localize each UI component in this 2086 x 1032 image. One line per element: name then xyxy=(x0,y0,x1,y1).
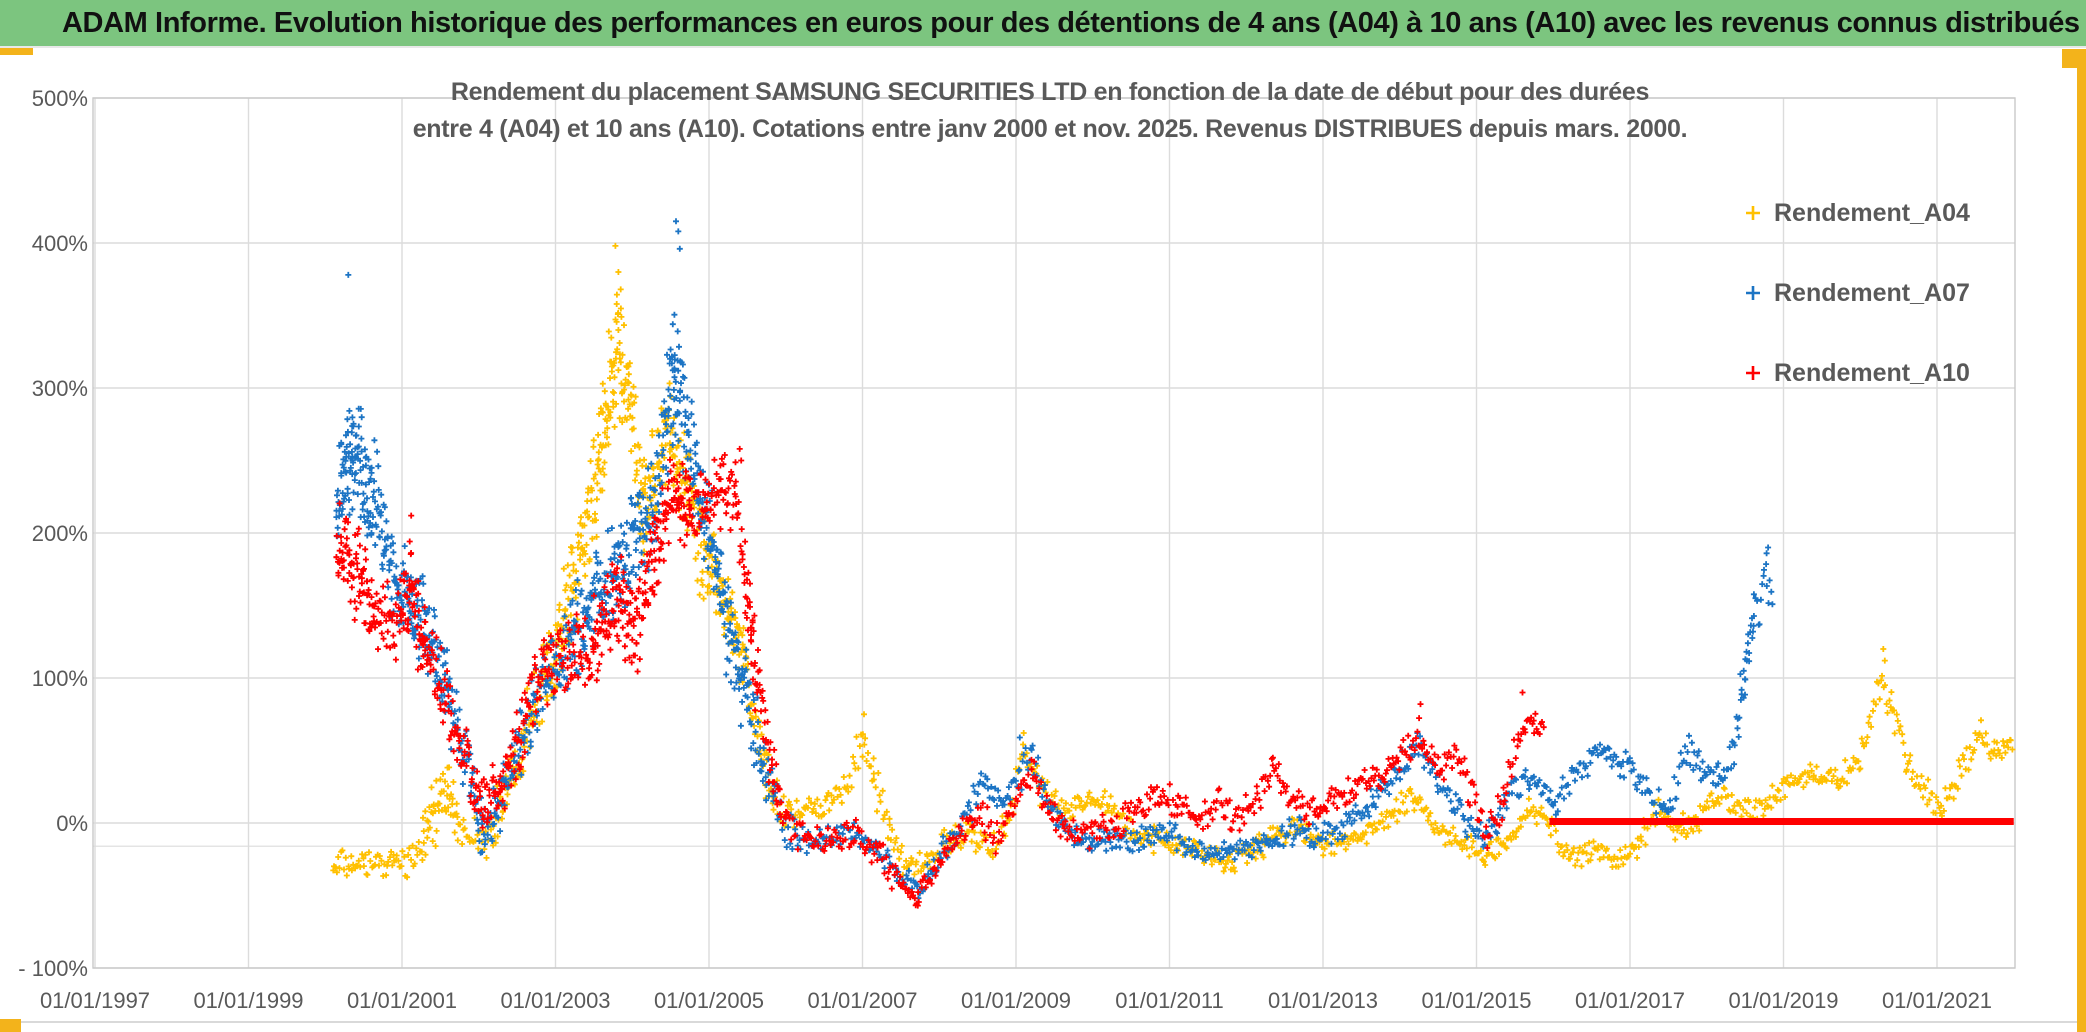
legend-label: Rendement_A07 xyxy=(1774,278,1970,307)
x-axis-label: 01/01/2011 xyxy=(1115,988,1223,1013)
y-axis-label: 400% xyxy=(32,231,88,256)
gridlines xyxy=(0,97,2086,1023)
x-axis-label: 01/01/2019 xyxy=(1728,988,1838,1013)
x-axis-label: 01/01/2007 xyxy=(807,988,917,1013)
plus-marker-icon xyxy=(1746,366,1760,380)
axis-labels: 500% 400% 300% 200% 100% 0% - 100% 01/01/1997 01… xyxy=(18,86,1992,1013)
legend-label: Rendement_A10 xyxy=(1774,358,1970,387)
gold-accent-bar xyxy=(0,1019,21,1032)
y-axis-label: - 100% xyxy=(18,956,88,981)
chart-title-line2: entre 4 (A04) et 10 ans (A10). Cotations… xyxy=(412,115,1688,143)
x-axis-label: 01/01/2001 xyxy=(347,988,457,1013)
scatter-chart: 500% 400% 300% 200% 100% 0% - 100% 01/01/1997 01… xyxy=(0,48,2086,1032)
y-axis-label: 100% xyxy=(32,666,88,691)
y-axis-label: 500% xyxy=(32,86,88,111)
x-axis-label: 01/01/2017 xyxy=(1575,988,1685,1013)
legend-item-a04: Rendement_A04 xyxy=(1744,198,1970,227)
legend-label: Rendement_A04 xyxy=(1774,198,1970,227)
y-axis-label: 0% xyxy=(56,811,88,836)
x-axis-label: 01/01/2021 xyxy=(1882,988,1992,1013)
legend-item-a07: Rendement_A07 xyxy=(1744,278,1970,307)
scatter-series-rendement_a10 xyxy=(333,445,1547,909)
x-axis-label: 01/01/1997 xyxy=(40,988,150,1013)
y-axis-label: 200% xyxy=(32,521,88,546)
plus-marker-icon xyxy=(1746,286,1760,300)
legend-item-a10: Rendement_A10 xyxy=(1744,358,1970,387)
plot-border xyxy=(92,97,2016,969)
frame-accents xyxy=(0,48,2086,1032)
y-axis-label: 300% xyxy=(32,376,88,401)
x-axis-label: 01/01/2009 xyxy=(961,988,1071,1013)
x-axis-label: 01/01/2003 xyxy=(500,988,610,1013)
chart-title: Rendement du placement SAMSUNG SECURITIE… xyxy=(300,74,1800,148)
report-title-banner: ADAM Informe. Evolution historique des p… xyxy=(0,0,2086,48)
chart-title-line1: Rendement du placement SAMSUNG SECURITIE… xyxy=(450,78,1650,106)
x-axis-label: 01/01/1999 xyxy=(193,988,303,1013)
x-axis-label: 01/01/2015 xyxy=(1421,988,1531,1013)
chart-legend: Rendement_A04 Rendement_A07 Rendement_A1… xyxy=(1744,198,1970,440)
report-title: ADAM Informe. Evolution historique des p… xyxy=(62,6,2080,39)
x-axis-label: 01/01/2005 xyxy=(654,988,764,1013)
chart-container: 500% 400% 300% 200% 100% 0% - 100% 01/01/1997 01… xyxy=(0,48,2086,1032)
data-series xyxy=(330,218,2016,909)
gold-accent-bar xyxy=(0,48,33,55)
plus-marker-icon xyxy=(1746,206,1760,220)
gold-accent-bar xyxy=(2077,49,2086,1032)
x-axis-label: 01/01/2013 xyxy=(1268,988,1378,1013)
